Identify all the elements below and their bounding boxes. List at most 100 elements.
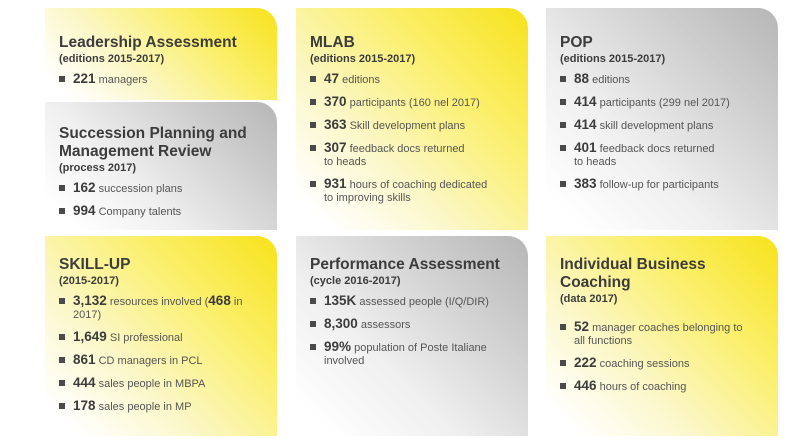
card-subtitle: (2015-2017) — [59, 275, 119, 287]
stat-number: 468 — [208, 293, 231, 308]
stat-list: 162 succession plans 994 Company talents — [59, 181, 263, 219]
card-title-line: Coaching — [560, 274, 631, 291]
card-title: SKILL-UP — [59, 256, 131, 273]
stat-list: 221 managers — [59, 72, 263, 87]
stat-item: 383 follow-up for participants — [560, 177, 764, 192]
stat-list: 88 editions 414 participants (299 nel 20… — [560, 72, 764, 192]
card-succession-planning: Succession Planning and Management Revie… — [45, 102, 277, 230]
stat-item: 135K assessed people (I/Q/DIR) — [310, 294, 514, 309]
card-title-line: Management Review — [59, 143, 212, 160]
card-subtitle: (editions 2015-2017) — [560, 53, 666, 65]
stat-number: 307 — [324, 140, 347, 155]
stat-text: feedback docs returned to heads — [324, 143, 465, 168]
stat-text: Company talents — [95, 206, 182, 218]
stat-text: hours of coaching dedicated to improving… — [324, 179, 488, 204]
card-subtitle: (editions 2015-2017) — [310, 53, 416, 65]
stat-item: 414 participants (299 nel 2017) — [560, 95, 764, 110]
stat-item: 99% population of Poste Italiane involve… — [310, 340, 514, 368]
stat-number: 444 — [73, 375, 96, 390]
card-title: Individual Business Coaching — [560, 256, 764, 292]
stat-item: 1,649 SI professional — [59, 330, 263, 345]
stat-text: Skill development plans — [346, 120, 466, 132]
stat-text: hours of coaching — [596, 381, 687, 393]
stat-item: 414 skill development plans — [560, 118, 764, 133]
stat-text: CD managers in PCL — [95, 355, 203, 367]
stat-text: editions — [589, 74, 631, 86]
stat-text: population of Poste Italiane involved — [324, 342, 487, 367]
stat-number: 994 — [73, 203, 96, 218]
card-subtitle: (editions 2015-2017) — [59, 53, 165, 65]
stat-number: 383 — [574, 176, 597, 191]
stat-item: 401 feedback docs returned to heads — [560, 141, 764, 169]
stat-item: 162 succession plans — [59, 181, 263, 196]
stat-item: 47 editions — [310, 72, 514, 87]
stat-number: 414 — [574, 94, 597, 109]
stat-item: 178 sales people in MP — [59, 399, 263, 414]
stat-text: sales people in MP — [95, 401, 192, 413]
stat-item: 363 Skill development plans — [310, 118, 514, 133]
stat-text: sales people in MBPA — [95, 378, 206, 390]
card-title: MLAB — [310, 34, 355, 51]
stat-item: 307 feedback docs returned to heads — [310, 141, 514, 169]
stat-item: 52 manager coaches belonging to all func… — [560, 320, 764, 348]
card-title: Performance Assessment — [310, 256, 500, 273]
stat-text: participants (160 nel 2017) — [346, 97, 480, 109]
stat-item: 221 managers — [59, 72, 263, 87]
card-mlab: MLAB (editions 2015-2017) 47 editions 37… — [296, 8, 528, 230]
stat-item: 370 participants (160 nel 2017) — [310, 95, 514, 110]
stat-number: 414 — [574, 117, 597, 132]
card-skill-up: SKILL-UP (2015-2017) 3,132 resources inv… — [45, 236, 277, 436]
stat-number: 221 — [73, 71, 96, 86]
stat-text: coaching sessions — [596, 358, 690, 370]
card-title: Succession Planning and Management Revie… — [59, 125, 263, 161]
stat-text: skill development plans — [596, 120, 714, 132]
stat-list: 3,132 resources involved (468 in 2017) 1… — [59, 294, 263, 414]
stat-number: 446 — [574, 378, 597, 393]
card-subtitle: (cycle 2016-2017) — [310, 275, 401, 287]
stat-number: 222 — [574, 355, 597, 370]
stat-text: assessors — [357, 319, 411, 331]
stat-text: feedback docs returned to heads — [574, 143, 715, 168]
stat-list: 52 manager coaches belonging to all func… — [560, 320, 764, 394]
stat-text: participants (299 nel 2017) — [596, 97, 730, 109]
stat-number: 8,300 — [324, 316, 358, 331]
stat-number: 3,132 — [73, 293, 107, 308]
card-title: Leadership Assessment — [59, 34, 237, 51]
stat-item: 3,132 resources involved (468 in 2017) — [59, 294, 263, 322]
card-pop: POP (editions 2015-2017) 88 editions 414… — [546, 8, 778, 230]
stat-text: assessed people (I/Q/DIR) — [356, 296, 489, 308]
stat-item: 931 hours of coaching dedicated to impro… — [310, 177, 514, 205]
stat-number: 162 — [73, 180, 96, 195]
stat-number: 52 — [574, 319, 590, 334]
stat-number: 88 — [574, 71, 590, 86]
stat-number: 1,649 — [73, 329, 107, 344]
stat-number: 135K — [324, 293, 357, 308]
stat-number: 363 — [324, 117, 347, 132]
stat-list: 135K assessed people (I/Q/DIR) 8,300 ass… — [310, 294, 514, 368]
card-subtitle: (data 2017) — [560, 293, 618, 305]
stat-text: SI professional — [106, 332, 183, 344]
stat-text: resources involved ( — [106, 296, 209, 308]
stat-item: 222 coaching sessions — [560, 356, 764, 371]
card-individual-coaching: Individual Business Coaching (data 2017)… — [546, 236, 778, 436]
card-title-line: Succession Planning and — [59, 125, 247, 142]
stat-number: 861 — [73, 352, 96, 367]
stat-number: 401 — [574, 140, 597, 155]
stat-number: 370 — [324, 94, 347, 109]
stat-text: succession plans — [95, 183, 183, 195]
stat-text: in 2017) — [73, 296, 243, 321]
stat-text: managers — [95, 74, 148, 86]
card-title: POP — [560, 34, 593, 51]
stat-item: 444 sales people in MBPA — [59, 376, 263, 391]
stat-text: manager coaches belonging to all functio… — [574, 322, 743, 347]
stat-item: 8,300 assessors — [310, 317, 514, 332]
stat-item: 861 CD managers in PCL — [59, 353, 263, 368]
stat-number: 99% — [324, 339, 352, 354]
card-performance-assessment: Performance Assessment (cycle 2016-2017)… — [296, 236, 528, 436]
card-title-line: Individual Business — [560, 256, 706, 273]
stat-text: editions — [339, 74, 381, 86]
stat-number: 178 — [73, 398, 96, 413]
stat-list: 47 editions 370 participants (160 nel 20… — [310, 72, 514, 205]
stat-text: follow-up for participants — [596, 179, 719, 191]
stat-item: 446 hours of coaching — [560, 379, 764, 394]
